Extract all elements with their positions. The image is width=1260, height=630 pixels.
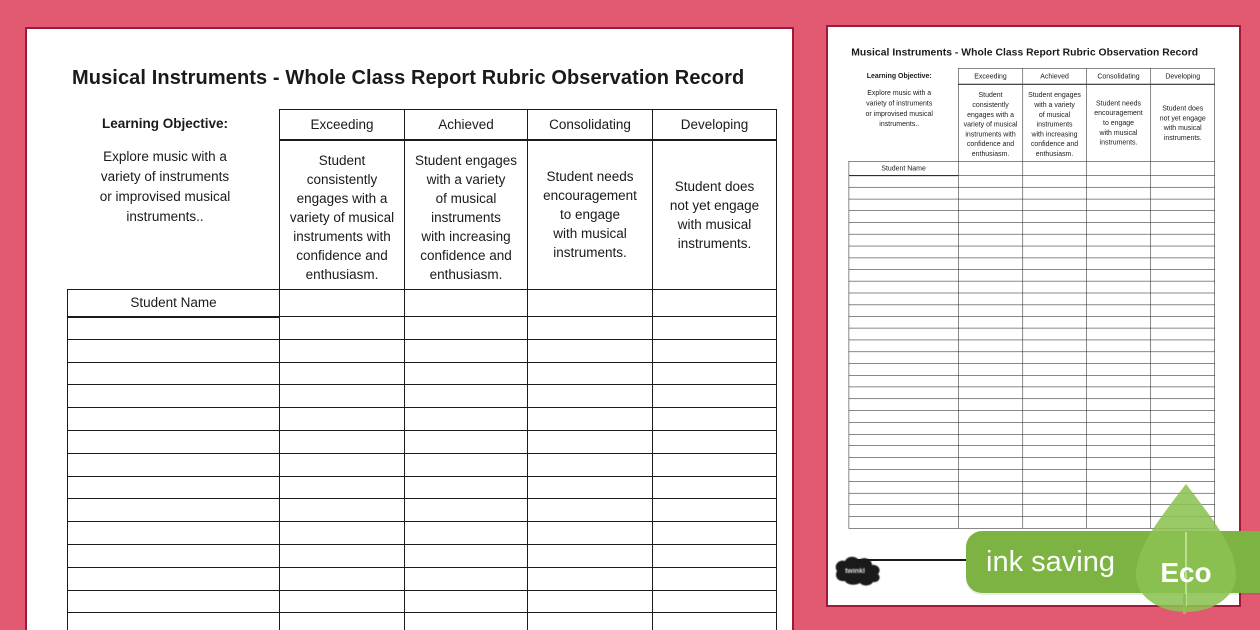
svg-text:twinkl: twinkl	[845, 568, 865, 575]
